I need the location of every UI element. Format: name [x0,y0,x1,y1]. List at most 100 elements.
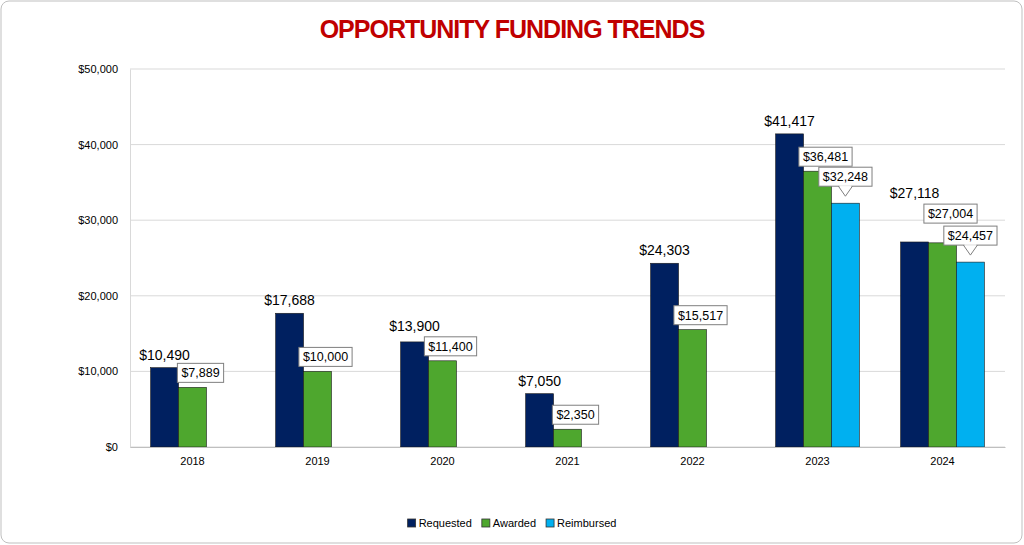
y-tick-label: $20,000 [78,290,118,302]
label-box [299,347,352,366]
y-tick-label: $40,000 [78,139,118,151]
grid-line [130,371,1005,372]
y-tick-label: $30,000 [78,214,118,226]
bar [304,371,332,447]
x-tick: 2018 [180,447,204,467]
data-label-group: $27,004 [924,204,977,223]
callout-arrow [963,245,977,255]
grid-line [130,295,1005,296]
grid-line [130,69,1005,70]
x-tick: 2023 [805,447,829,467]
legend-swatch [408,519,416,527]
y-tick-label: $0 [106,441,118,453]
bar [929,243,957,447]
data-labels: $7,889$10,490 $10,000 $17,688 $11,400 $13,90… [139,113,997,424]
chart-container: OPPORTUNITY FUNDING TRENDS $0 $10,000 $20,0… [0,0,1024,545]
bar [276,313,304,447]
legend-label: Awarded [493,517,536,529]
chart-title: OPPORTUNITY FUNDING TRENDS [320,15,705,43]
data-label-group: $7,889 [177,363,223,382]
grid-line [130,144,1005,145]
callout-arrow-cover [964,244,976,246]
data-label: $11,400 [428,340,472,354]
data-label-group: $2,350 [552,405,598,424]
data-label-group: $7,050 [518,373,561,389]
label-box [944,226,997,245]
data-label-group: $11,400 [424,337,476,356]
data-label: $17,688 [264,292,315,308]
y-axis: $0 $10,000 $20,000 $30,000 $40,000 $50,000 [78,63,130,453]
data-label: $10,000 [303,350,348,364]
bar [554,429,582,447]
y-tick: $20,000 [78,290,130,302]
data-label-group: $24,303 [639,242,690,258]
bar [151,368,179,447]
legend-item: Reimbursed [546,517,616,529]
data-label-group: $17,688 [264,292,315,308]
legend-label: Reimbursed [557,517,616,529]
bar [429,361,457,447]
legend-label: Requested [419,517,472,529]
x-axis: 2018 2019 2020 2021 2022 2023 2024 [131,447,1006,467]
x-axis-line [131,447,1006,448]
y-tick: $0 [106,441,130,453]
bar [526,394,554,447]
x-tick-label: 2020 [430,455,454,467]
label-box [552,405,598,424]
y-tick-label: $10,000 [78,365,118,377]
bar [179,387,207,447]
data-label: $24,457 [948,229,993,243]
label-box [177,363,223,382]
data-label: $10,490 [139,347,190,363]
data-label-group: $13,900 [389,318,440,334]
legend: Requested Awarded Reimbursed [408,517,617,529]
data-label: $36,481 [803,150,848,164]
chart-svg: OPPORTUNITY FUNDING TRENDS $0 $10,000 $20,0… [0,0,1024,545]
x-tick-label: 2022 [680,455,704,467]
y-tick: $50,000 [78,63,130,75]
label-box [799,147,852,166]
callout-arrow [838,186,852,196]
x-tick-label: 2021 [555,455,579,467]
data-label: $41,417 [764,113,815,129]
x-tick-label: 2018 [180,455,204,467]
legend-item: Requested [408,517,472,529]
callout-arrow-cover [839,185,851,187]
data-label: $27,004 [928,207,973,221]
x-tick-label: 2019 [305,455,329,467]
data-label: $27,118 [890,185,940,201]
data-label: $32,248 [823,170,868,184]
data-label: $15,517 [678,309,723,323]
data-label: $2,350 [556,408,594,422]
x-tick: 2020 [430,447,454,467]
y-tick: $30,000 [78,214,130,226]
bar [776,134,804,447]
data-label-group: $27,118 [890,185,940,201]
bar [401,342,429,447]
bar [901,242,929,447]
x-tick-label: 2023 [805,455,829,467]
bar [651,263,679,447]
data-label: $7,050 [518,373,561,389]
legend-item: Awarded [482,517,536,529]
x-tick: 2022 [680,447,704,467]
data-label-group: $15,517 [674,306,727,325]
data-label: $24,303 [639,242,690,258]
data-label-group: $41,417 [764,113,815,129]
x-tick: 2024 [930,447,954,467]
y-tick: $10,000 [78,365,130,377]
x-tick: 2021 [555,447,579,467]
x-tick: 2019 [305,447,329,467]
x-tick-label: 2024 [930,455,954,467]
legend-swatch [546,519,554,527]
grid [130,69,1005,447]
bar [679,330,707,447]
chart-frame [1,1,1022,543]
data-label-group: $24,457 [944,226,997,255]
y-tick: $40,000 [78,139,130,151]
data-label-group: $32,248 [819,167,872,196]
data-label-group: $36,481 [799,147,852,166]
label-box [819,167,872,186]
label-box [424,337,476,356]
bar [804,171,832,447]
